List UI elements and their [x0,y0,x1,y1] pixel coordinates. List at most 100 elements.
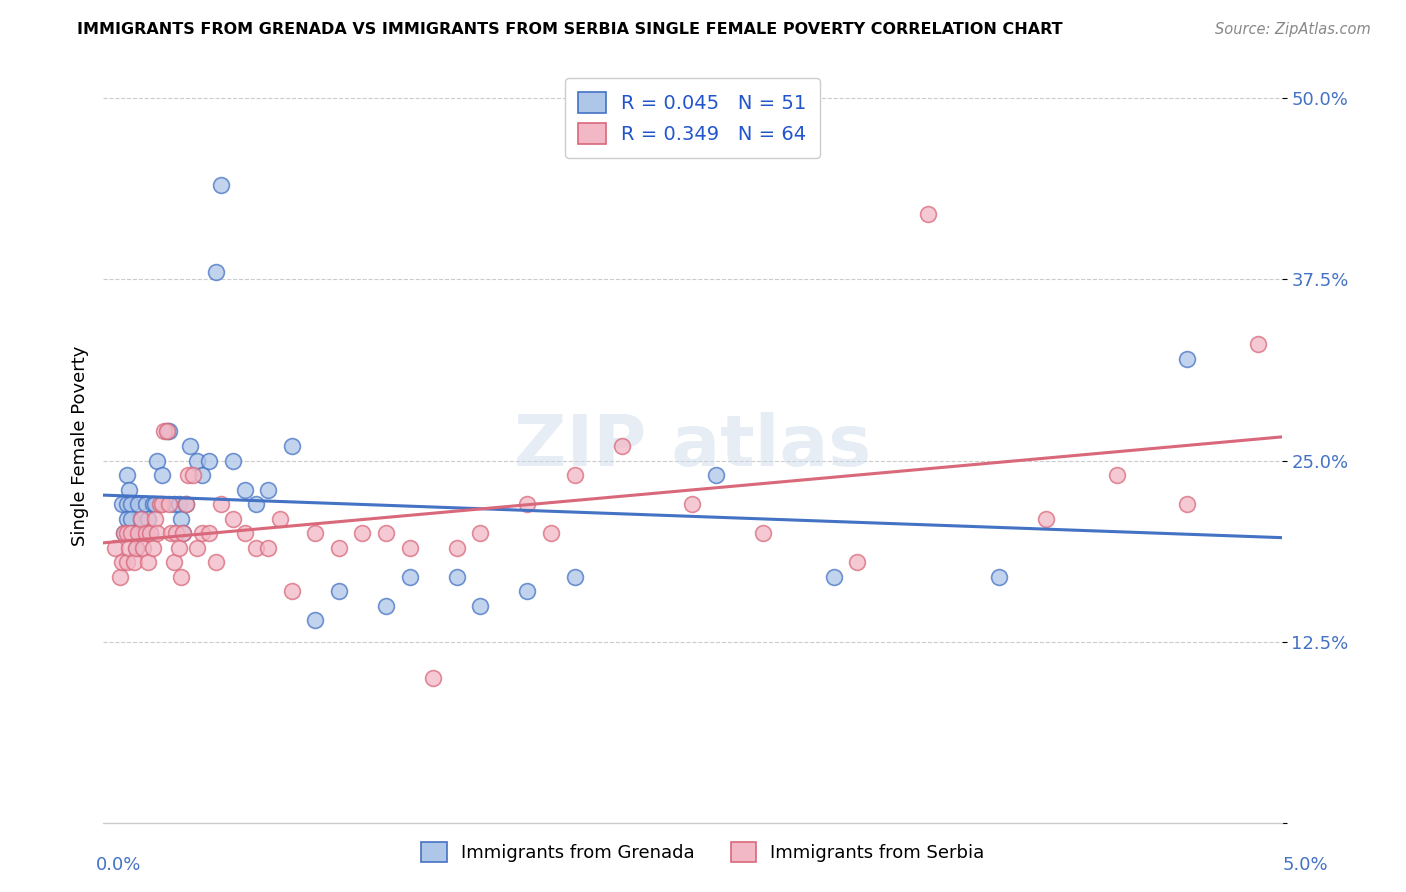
Point [233,526,256,541]
Point [564,569,586,583]
Point [987,569,1010,583]
Point [118,541,141,555]
Point [375,599,398,613]
Point [205,555,228,569]
Point [233,483,256,497]
Point [1105,468,1128,483]
Point [375,526,398,541]
Point [160,526,183,541]
Point [120,511,142,525]
Point [398,569,420,583]
Point [132,541,155,555]
Point [172,526,194,541]
Point [177,468,200,483]
Point [127,526,149,541]
Point [398,541,420,555]
Point [104,541,127,555]
Point [209,178,232,192]
Point [146,526,169,541]
Point [150,468,173,483]
Point [191,468,214,483]
Point [269,511,291,525]
Point [146,453,169,467]
Point [704,468,727,483]
Point [143,497,166,511]
Point [304,526,326,541]
Point [125,541,148,555]
Point [136,555,159,569]
Point [681,497,703,511]
Point [143,511,166,525]
Point [328,584,350,599]
Point [111,497,134,511]
Point [257,483,280,497]
Point [132,526,155,541]
Point [115,526,138,541]
Point [564,468,586,483]
Point [115,497,138,511]
Point [222,453,245,467]
Point [422,671,444,685]
Point [153,425,176,439]
Point [179,439,201,453]
Point [280,439,302,453]
Point [186,541,208,555]
Point [181,468,204,483]
Point [245,541,267,555]
Point [823,569,845,583]
Point [122,526,145,541]
Point [352,526,374,541]
Point [191,526,214,541]
Point [172,526,194,541]
Point [174,497,197,511]
Point [446,569,468,583]
Point [142,541,165,555]
Point [112,526,135,541]
Point [163,497,186,511]
Point [135,526,157,541]
Point [328,541,350,555]
Point [174,497,197,511]
Point [245,497,267,511]
Point [167,541,190,555]
Text: 0.0%: 0.0% [96,855,141,873]
Text: IMMIGRANTS FROM GRENADA VS IMMIGRANTS FROM SERBIA SINGLE FEMALE POVERTY CORRELAT: IMMIGRANTS FROM GRENADA VS IMMIGRANTS FR… [77,22,1063,37]
Point [257,541,280,555]
Point [150,497,173,511]
Point [752,526,775,541]
Y-axis label: Single Female Poverty: Single Female Poverty [72,346,89,546]
Point [846,555,869,569]
Point [610,439,633,453]
Point [111,555,134,569]
Point [156,425,179,439]
Point [1035,511,1057,525]
Point [120,497,142,511]
Text: Source: ZipAtlas.com: Source: ZipAtlas.com [1215,22,1371,37]
Point [516,584,538,599]
Point [127,497,149,511]
Point [165,526,187,541]
Point [205,265,228,279]
Point [198,453,221,467]
Point [446,541,468,555]
Legend: Immigrants from Grenada, Immigrants from Serbia: Immigrants from Grenada, Immigrants from… [413,835,993,870]
Point [139,526,162,541]
Point [149,497,172,511]
Point [198,526,221,541]
Point [115,468,138,483]
Point [112,526,135,541]
Legend: R = 0.045   N = 51, R = 0.349   N = 64: R = 0.045 N = 51, R = 0.349 N = 64 [565,78,820,158]
Point [917,207,939,221]
Text: 5.0%: 5.0% [1284,855,1329,873]
Point [115,511,138,525]
Point [470,526,492,541]
Point [127,526,149,541]
Text: ZIP atlas: ZIP atlas [513,411,872,481]
Point [170,511,193,525]
Point [157,425,180,439]
Point [129,511,152,525]
Point [280,584,302,599]
Point [1247,337,1270,351]
Point [167,497,190,511]
Point [125,541,148,555]
